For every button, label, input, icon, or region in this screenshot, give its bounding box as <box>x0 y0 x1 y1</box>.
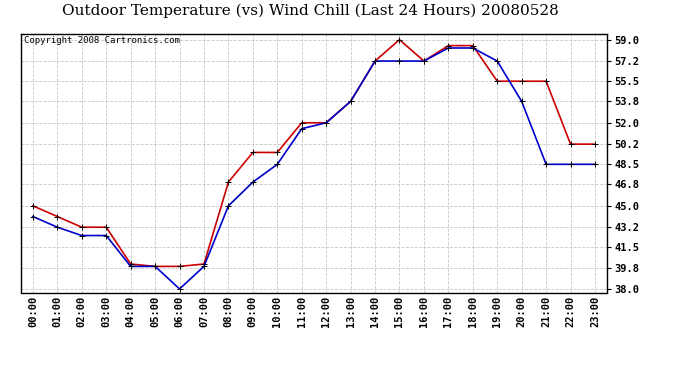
Text: Copyright 2008 Cartronics.com: Copyright 2008 Cartronics.com <box>23 36 179 45</box>
Text: Outdoor Temperature (vs) Wind Chill (Last 24 Hours) 20080528: Outdoor Temperature (vs) Wind Chill (Las… <box>62 4 559 18</box>
